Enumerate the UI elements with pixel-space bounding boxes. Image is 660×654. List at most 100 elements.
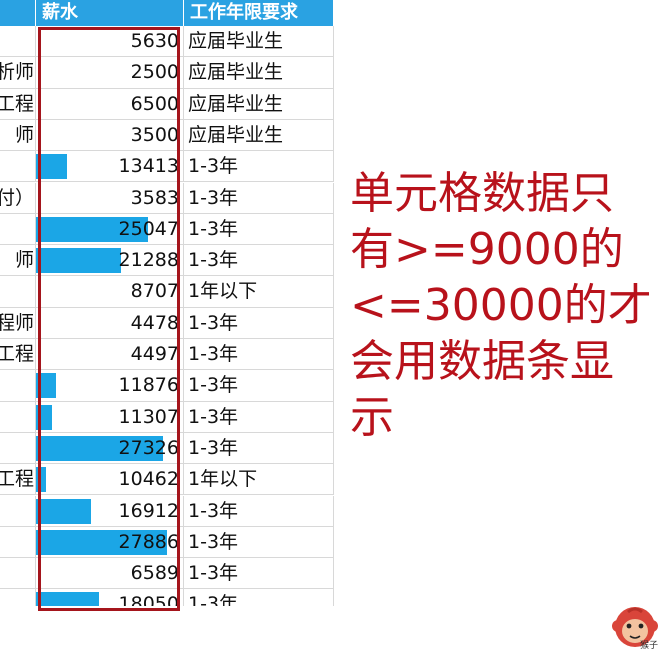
salary-value: 4478: [130, 311, 179, 334]
experience-cell[interactable]: 1-3年: [184, 213, 334, 246]
table-row: 25047 1-3年: [0, 213, 334, 246]
name-cell[interactable]: 工程: [0, 464, 36, 496]
salary-value: 18050: [118, 593, 179, 606]
salary-value: 11876: [118, 374, 179, 397]
salary-value: 21288: [118, 249, 179, 272]
table-row: 27886 1-3年: [0, 526, 334, 559]
salary-cell[interactable]: 13413: [36, 151, 184, 183]
data-bar: [36, 216, 148, 242]
experience-cell[interactable]: 1-3年: [184, 245, 334, 277]
table-row: 6589 1-3年: [0, 558, 334, 590]
salary-cell[interactable]: 18050: [36, 589, 184, 606]
salary-cell[interactable]: 16912: [36, 495, 184, 527]
name-cell[interactable]: [0, 370, 36, 402]
salary-cell[interactable]: 6500: [36, 88, 184, 120]
experience-cell[interactable]: 1-3年: [184, 495, 334, 527]
salary-value: 27326: [118, 436, 179, 459]
table-row: 8707 1年以下: [0, 276, 334, 308]
table-row: 5630 应届毕业生: [0, 26, 334, 58]
name-cell[interactable]: [0, 276, 36, 308]
salary-cell[interactable]: 4478: [36, 307, 184, 339]
experience-cell[interactable]: 1年以下: [184, 276, 334, 308]
salary-value: 27886: [118, 530, 179, 553]
name-cell[interactable]: [0, 526, 36, 559]
table-row: 13413 1-3年: [0, 151, 334, 183]
experience-cell[interactable]: 1-3年: [184, 151, 334, 183]
salary-value: 5630: [130, 30, 179, 52]
experience-cell[interactable]: 1-3年: [184, 370, 334, 402]
experience-cell[interactable]: 1-3年: [184, 589, 334, 606]
name-cell[interactable]: [0, 151, 36, 183]
name-cell[interactable]: 程师: [0, 307, 36, 339]
table-row: 27326 1-3年: [0, 432, 334, 465]
salary-value: 6500: [130, 92, 179, 115]
salary-value: 3500: [130, 123, 179, 146]
table-row: 18050 1-3年: [0, 589, 334, 606]
salary-value: 13413: [118, 155, 179, 178]
name-cell[interactable]: [0, 558, 36, 590]
salary-value: 25047: [118, 217, 179, 240]
experience-cell[interactable]: 应届毕业生: [184, 88, 334, 120]
header-cell-experience[interactable]: 工作年限要求: [184, 0, 334, 26]
experience-cell[interactable]: 应届毕业生: [184, 119, 334, 152]
name-cell[interactable]: 工程: [0, 88, 36, 120]
experience-cell[interactable]: 1-3年: [184, 558, 334, 590]
header-cell-salary[interactable]: 薪水: [36, 0, 184, 26]
name-cell[interactable]: [0, 401, 36, 433]
logo-text: 猴子: [640, 641, 659, 651]
name-cell[interactable]: 工程: [0, 339, 36, 371]
salary-cell[interactable]: 4497: [36, 339, 184, 371]
salary-cell[interactable]: 3500: [36, 119, 184, 152]
data-bar: [36, 154, 67, 180]
experience-cell[interactable]: 应届毕业生: [184, 26, 334, 58]
experience-cell[interactable]: 应届毕业生: [184, 57, 334, 89]
salary-cell[interactable]: 8707: [36, 276, 184, 308]
experience-cell[interactable]: 1-3年: [184, 307, 334, 339]
name-cell[interactable]: [0, 26, 36, 58]
salary-cell[interactable]: 5630: [36, 26, 184, 58]
annotation-text: 单元格数据只有>=9000的<=30000的才会用数据条显示: [350, 168, 652, 443]
experience-cell[interactable]: 1年以下: [184, 464, 334, 496]
experience-cell[interactable]: 1-3年: [184, 401, 334, 433]
salary-cell[interactable]: 27326: [36, 432, 184, 465]
data-bar: [36, 592, 99, 606]
salary-value: 4497: [130, 343, 179, 365]
name-cell[interactable]: [0, 213, 36, 246]
salary-value: 16912: [118, 499, 179, 522]
header-row: 薪水 工作年限要求: [0, 0, 334, 26]
salary-cell[interactable]: 21288: [36, 245, 184, 277]
salary-cell[interactable]: 10462: [36, 464, 184, 496]
name-cell[interactable]: [0, 432, 36, 465]
name-cell[interactable]: [0, 495, 36, 527]
spreadsheet: 薪水 工作年限要求 5630应届毕业生析师2500应届毕业生工程6500应届毕业…: [0, 0, 334, 606]
name-cell[interactable]: （付: [0, 182, 36, 214]
monkey-icon: [612, 607, 658, 647]
data-bar: [36, 435, 164, 461]
data-bar: [36, 467, 47, 493]
salary-cell[interactable]: 27886: [36, 526, 184, 559]
salary-cell[interactable]: 25047: [36, 213, 184, 246]
salary-value: 2500: [130, 61, 179, 84]
name-cell[interactable]: [0, 589, 36, 606]
salary-column-highlight: [38, 27, 180, 611]
salary-cell[interactable]: 2500: [36, 57, 184, 89]
name-cell[interactable]: 师: [0, 245, 36, 277]
experience-cell[interactable]: 1-3年: [184, 339, 334, 371]
experience-cell[interactable]: 1-3年: [184, 432, 334, 465]
table-row: 16912 1-3年: [0, 495, 334, 527]
experience-cell[interactable]: 1-3年: [184, 182, 334, 214]
name-cell[interactable]: 析师: [0, 57, 36, 89]
salary-value: 11307: [118, 405, 179, 428]
salary-cell[interactable]: 6589: [36, 558, 184, 590]
header-cell-name[interactable]: [0, 0, 36, 26]
name-cell[interactable]: 师: [0, 119, 36, 152]
experience-cell[interactable]: 1-3年: [184, 526, 334, 559]
salary-cell[interactable]: 3583: [36, 182, 184, 214]
table-row: 师 21288 1-3年: [0, 245, 334, 277]
